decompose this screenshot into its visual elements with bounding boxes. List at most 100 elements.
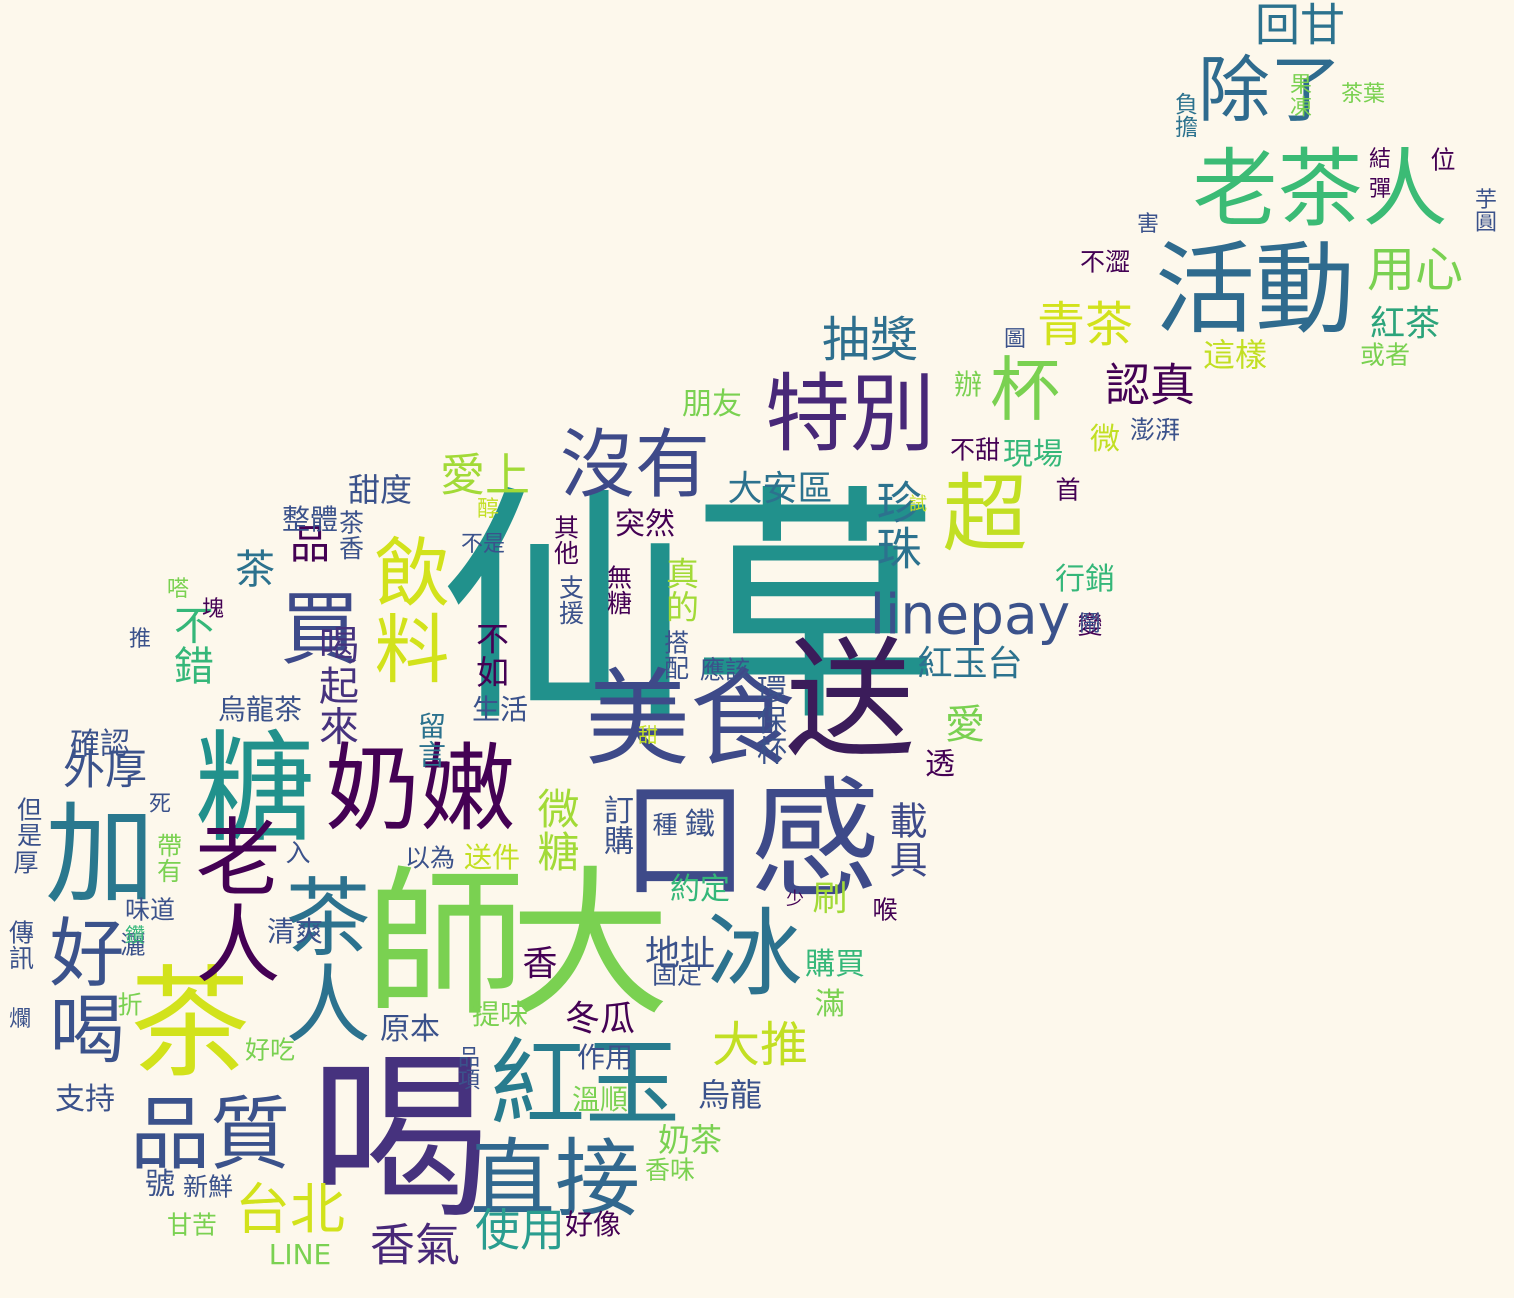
word: 行銷 <box>1055 562 1115 597</box>
word: 透 <box>925 747 955 782</box>
word: 味道 <box>124 895 176 925</box>
word: 負擔 <box>1170 91 1197 139</box>
word: 入 <box>285 838 311 868</box>
word: 鐵 <box>685 807 715 842</box>
word: 師 <box>364 851 526 1038</box>
word: 支持 <box>55 1082 115 1117</box>
word: 搭配 <box>660 629 690 681</box>
word: 確認 <box>70 727 130 762</box>
word: 以為 <box>404 843 456 873</box>
word: 送 <box>784 624 916 776</box>
word: 送件 <box>463 841 521 874</box>
word: 茶葉 <box>1340 82 1386 107</box>
word: 台北 <box>234 1177 346 1242</box>
word: 但是 <box>13 796 43 848</box>
word: 傳訊 <box>5 919 35 971</box>
word: 澎湃 <box>1129 415 1181 445</box>
word: 折 <box>117 990 143 1020</box>
word: 購買 <box>805 947 865 982</box>
word: 變 <box>1077 610 1103 640</box>
word: 生活 <box>471 693 529 726</box>
word: 提味 <box>471 998 529 1031</box>
word: 杯 <box>990 349 1060 431</box>
word: 醇 <box>476 497 500 522</box>
word: 環保杯 <box>751 674 786 766</box>
word: 認真 <box>1104 358 1196 412</box>
word: 紅玉 <box>489 1029 681 1140</box>
word: 害 <box>1136 212 1160 237</box>
word: 美食 <box>584 658 796 781</box>
word: 鬧 <box>1078 612 1102 637</box>
word: 品項 <box>454 1045 479 1091</box>
word: 爛 <box>8 1007 32 1032</box>
word: 不甜 <box>949 435 1001 465</box>
word: 不錯 <box>167 604 213 686</box>
word: 推 <box>128 627 152 652</box>
word: 嗒 <box>166 577 190 602</box>
word: 種 <box>652 810 678 840</box>
word: 試 <box>909 494 927 515</box>
word: 其他 <box>550 514 580 566</box>
word: 真的 <box>660 556 700 624</box>
word: 抽獎 <box>821 312 919 368</box>
word: 圖 <box>1003 327 1027 352</box>
word: 特別 <box>764 365 936 465</box>
word: 冬瓜 <box>564 999 636 1040</box>
word: 茶 <box>130 955 250 1094</box>
word: 珍珠 <box>868 479 922 571</box>
word: 芋圓 <box>1471 187 1496 233</box>
word: 冰 <box>707 899 803 1010</box>
word: 應該 <box>699 655 751 685</box>
word: 死 <box>148 792 172 817</box>
word: 喝起來 <box>312 623 358 747</box>
word: 老人 <box>180 813 280 987</box>
word: 少 <box>786 889 804 910</box>
word: 好吃 <box>244 1035 296 1065</box>
word: 喉 <box>872 895 898 925</box>
word: 茶香 <box>335 509 365 561</box>
word: 直接 <box>469 1130 641 1230</box>
word: 買 <box>280 583 360 676</box>
word: 紅玉台 <box>917 644 1023 685</box>
word: 原本 <box>380 1012 440 1047</box>
word: 現場 <box>1003 437 1063 472</box>
word: 不如 <box>470 621 510 689</box>
word: 除了 <box>1197 48 1343 132</box>
word: 大安區 <box>727 469 833 510</box>
word: 大 <box>509 851 671 1038</box>
word: 好喝 <box>36 913 125 1067</box>
word: 紅茶 <box>1369 304 1441 345</box>
word: 烏龍 <box>697 1076 763 1114</box>
word: 甘苦 <box>166 1210 218 1240</box>
word: 載具 <box>883 801 927 879</box>
word: 位 <box>1430 145 1456 175</box>
word: 青茶 <box>1036 297 1134 353</box>
word: 果凍 <box>1286 72 1311 118</box>
word: 不是 <box>460 532 506 557</box>
word: 外厚 <box>62 745 148 794</box>
word: 彈 <box>1368 177 1392 202</box>
word: 留言 <box>414 711 447 769</box>
word: 烏龍茶 <box>217 693 303 726</box>
word: 愛 <box>945 702 985 748</box>
word: 突然 <box>615 507 675 542</box>
word: 或者 <box>1359 340 1411 370</box>
word: 奶茶 <box>657 1121 723 1159</box>
word: 微糖 <box>531 787 580 873</box>
word: 品質 <box>130 1088 290 1181</box>
word: 厚 <box>13 848 39 878</box>
word: 地址 <box>644 934 716 975</box>
word: 無糖 <box>603 564 633 616</box>
word: 超 <box>942 465 1028 565</box>
word: 溫順 <box>571 1083 629 1116</box>
word: LINE <box>268 1238 332 1271</box>
word: 糖 <box>195 720 315 859</box>
word: 號 <box>145 1167 175 1202</box>
word: 甜度 <box>347 471 413 509</box>
word: 好像 <box>564 1208 622 1241</box>
word: 甜 <box>638 723 658 747</box>
word: 刷 <box>812 879 848 920</box>
word: 整體 <box>281 503 339 536</box>
word: 仙草 <box>440 464 940 755</box>
